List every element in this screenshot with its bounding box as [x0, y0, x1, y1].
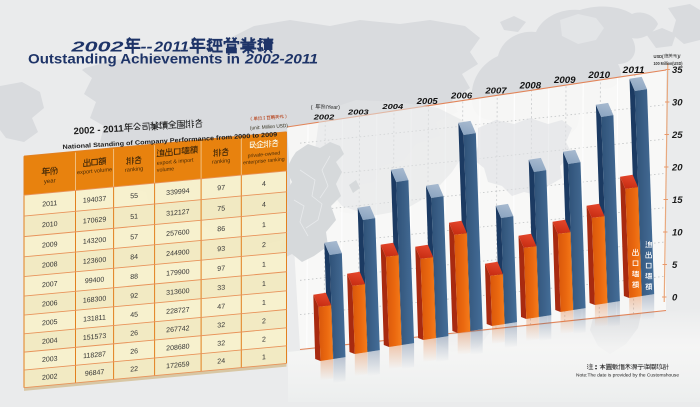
svg-text:year: year	[44, 178, 56, 185]
svg-text:2007: 2007	[484, 86, 508, 96]
svg-text:1: 1	[262, 300, 266, 307]
svg-text:168300: 168300	[83, 296, 106, 305]
svg-text:20: 20	[671, 162, 683, 173]
svg-text:123600: 123600	[83, 257, 106, 266]
svg-text:96847: 96847	[85, 369, 105, 378]
svg-text:1: 1	[262, 354, 266, 361]
svg-text:export & import: export & import	[157, 157, 194, 166]
svg-text:2003: 2003	[347, 107, 370, 116]
svg-text:2004: 2004	[381, 102, 404, 111]
svg-text:2004: 2004	[42, 337, 58, 345]
svg-text:84: 84	[130, 254, 138, 262]
svg-text:2005: 2005	[42, 319, 58, 327]
svg-text:Note:The date is provided by t: Note:The date is provided by the Customs…	[576, 373, 679, 379]
svg-text:/Year): /Year)	[326, 105, 340, 111]
svg-text:2: 2	[262, 336, 266, 343]
svg-text:volume: volume	[157, 166, 174, 174]
svg-text:45: 45	[130, 311, 138, 319]
svg-text:99400: 99400	[85, 276, 105, 285]
svg-text:15: 15	[672, 195, 683, 206]
svg-text:2008: 2008	[42, 261, 58, 269]
svg-text:47: 47	[217, 303, 225, 311]
svg-text:24: 24	[217, 358, 225, 366]
svg-text:22: 22	[130, 366, 138, 374]
svg-text:51: 51	[130, 213, 138, 221]
svg-text:Outstanding Achievements in: Outstanding Achievements in	[28, 50, 240, 66]
svg-text:5: 5	[672, 260, 678, 271]
svg-text:2011: 2011	[622, 65, 645, 76]
svg-text:2002-2011: 2002-2011	[244, 50, 318, 66]
svg-text:private-owned: private-owned	[248, 150, 281, 159]
svg-text:(unit: Million USD): (unit: Million USD)	[250, 123, 289, 132]
svg-text:55: 55	[130, 193, 138, 201]
svg-text:143200: 143200	[83, 237, 106, 246]
svg-text:1: 1	[262, 281, 266, 288]
svg-text:151573: 151573	[83, 333, 106, 342]
svg-text:2005: 2005	[416, 97, 439, 106]
svg-text:2: 2	[262, 242, 266, 249]
svg-text:257600: 257600	[166, 229, 189, 238]
svg-text:26: 26	[130, 330, 138, 338]
svg-text:118287: 118287	[83, 351, 106, 360]
svg-text:75: 75	[217, 205, 225, 213]
svg-text:339994: 339994	[166, 188, 189, 197]
svg-text:2006: 2006	[42, 300, 58, 308]
svg-text:--: --	[141, 39, 153, 56]
svg-text:2009: 2009	[553, 75, 577, 85]
svg-text:(: (	[311, 105, 313, 111]
svg-text:2003: 2003	[42, 356, 58, 364]
svg-text:26: 26	[130, 348, 138, 356]
svg-text:267742: 267742	[166, 325, 189, 334]
svg-text:30: 30	[672, 97, 683, 108]
svg-text:208680: 208680	[166, 343, 189, 352]
svg-text:97: 97	[217, 185, 225, 193]
svg-text:25: 25	[671, 130, 683, 141]
svg-text:313600: 313600	[166, 288, 189, 297]
svg-text:2010: 2010	[42, 221, 58, 229]
svg-text:88: 88	[130, 273, 138, 281]
svg-text:100 Million(USD): 100 Million(USD)	[654, 61, 683, 67]
svg-text:ranking: ranking	[212, 158, 230, 166]
svg-text:32: 32	[217, 322, 225, 330]
svg-text:2006: 2006	[450, 92, 473, 101]
svg-text:92: 92	[130, 293, 138, 301]
svg-text:131811: 131811	[83, 314, 106, 323]
svg-text:)/: )/	[678, 54, 682, 60]
svg-text:2011: 2011	[153, 39, 189, 56]
svg-text:USD(: USD(	[654, 54, 664, 60]
svg-text:170629: 170629	[83, 216, 106, 225]
svg-text:enterprise ranking: enterprise ranking	[243, 157, 285, 167]
svg-text:2002: 2002	[42, 373, 58, 381]
svg-text:2009: 2009	[42, 241, 58, 249]
svg-text:0: 0	[672, 292, 678, 303]
svg-text:2002: 2002	[312, 112, 334, 121]
svg-text:172659: 172659	[166, 361, 189, 370]
svg-text:57: 57	[130, 234, 138, 242]
svg-text:2: 2	[262, 318, 266, 325]
svg-text:179900: 179900	[166, 269, 189, 278]
svg-text:4: 4	[262, 202, 266, 209]
svg-text:33: 33	[217, 285, 225, 293]
svg-text:312127: 312127	[166, 209, 189, 218]
svg-text:93: 93	[217, 246, 225, 254]
svg-text:2002: 2002	[70, 39, 124, 56]
svg-text:35: 35	[672, 65, 683, 76]
svg-text:4: 4	[262, 181, 266, 188]
svg-text:244900: 244900	[166, 249, 189, 258]
svg-text:2008: 2008	[519, 80, 542, 90]
svg-text:10: 10	[672, 227, 683, 238]
svg-text:97: 97	[217, 265, 225, 273]
svg-text:228727: 228727	[166, 307, 189, 316]
svg-text:2010: 2010	[587, 70, 611, 80]
svg-text:1: 1	[262, 222, 266, 229]
svg-text:2007: 2007	[42, 281, 58, 289]
svg-text:86: 86	[217, 226, 225, 234]
svg-text:ranking: ranking	[125, 166, 143, 174]
svg-text:export volume: export volume	[77, 167, 112, 176]
svg-text:2011: 2011	[42, 200, 57, 208]
svg-text:2002 - 2011: 2002 - 2011	[73, 123, 124, 136]
svg-text:32: 32	[217, 340, 225, 348]
svg-text:1: 1	[262, 262, 266, 269]
svg-text:194037: 194037	[83, 196, 106, 205]
